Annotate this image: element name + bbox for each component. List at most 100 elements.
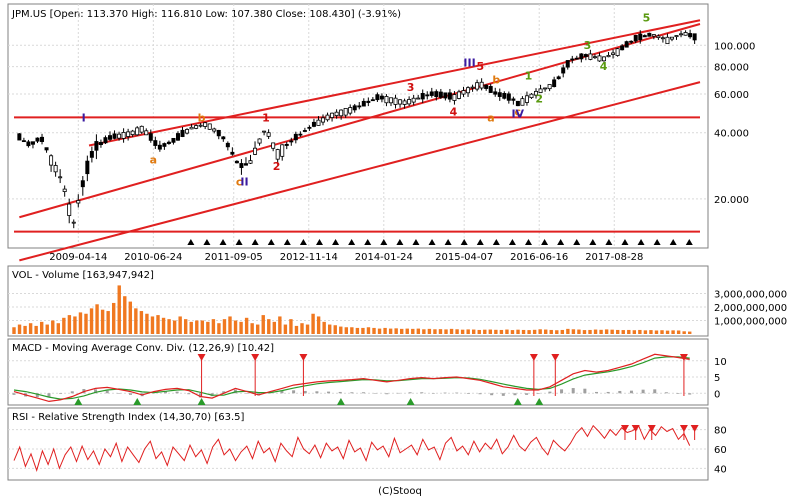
candle-body [493, 91, 498, 95]
wave-label: a [487, 111, 494, 124]
volume-bar [544, 329, 548, 334]
marker-triangle [203, 239, 211, 245]
candle-body [144, 130, 149, 136]
candle-body [234, 160, 239, 164]
macd-hist-bar [513, 393, 517, 396]
volume-bars [12, 285, 692, 334]
candle-body [669, 36, 674, 40]
macd-title: MACD - Moving Average Conv. Div. (12,26,… [12, 343, 274, 354]
marker-triangle [605, 239, 613, 245]
candle-body [597, 55, 602, 62]
volume-panel: VOL - Volume [163,947,942] 1,000,000,000… [7, 265, 787, 337]
volume-bar [510, 330, 515, 334]
candle-body [266, 132, 271, 137]
volume-bar [189, 321, 193, 334]
wave-label: III [463, 57, 475, 70]
candle-body [470, 86, 475, 89]
macd-y-tick: 0 [714, 389, 720, 400]
volume-bar [211, 319, 216, 334]
sell-signal-marker [529, 354, 538, 361]
marker-triangle [573, 239, 581, 245]
volume-bar [178, 316, 182, 334]
candle-body [321, 117, 326, 123]
macd-hist-bar [385, 393, 389, 395]
candle-body [438, 91, 443, 98]
candle-body [651, 34, 656, 37]
volume-bar [139, 311, 144, 334]
x-tick-label: 2011-09-05 [205, 252, 263, 263]
volume-bar [89, 308, 94, 334]
volume-bar [123, 296, 127, 334]
volume-bar [117, 285, 121, 334]
marker-triangle [364, 239, 372, 245]
candle-body [67, 203, 72, 216]
macd-hist-bar [653, 389, 657, 394]
macd-hist-bar [117, 393, 121, 394]
macd-hist-bar [129, 393, 133, 395]
candle-body [679, 33, 684, 36]
volume-bar [627, 329, 631, 334]
candle-body [330, 112, 335, 118]
candle-body [334, 111, 339, 116]
candle-body [307, 126, 312, 129]
rsi-y-tick: 40 [714, 464, 727, 475]
buy-signal-marker [406, 398, 415, 405]
macd-hist-bar [583, 388, 587, 394]
marker-triangle [541, 239, 549, 245]
candle-body [243, 163, 248, 166]
x-tick-label: 2012-11-14 [280, 252, 338, 263]
volume-y-tick: 2,000,000,000 [714, 303, 787, 314]
macd-hist-bar [327, 391, 331, 394]
candle-body [574, 57, 579, 60]
buy-signal-marker [513, 398, 522, 405]
macd-hist-bar [420, 392, 424, 394]
volume-bar [206, 321, 210, 334]
rsi-title: RSI - Relative Strength Index (14,30,70)… [12, 412, 245, 423]
candle-body [447, 92, 452, 100]
candle-body [40, 136, 45, 142]
marker-triangle [460, 239, 468, 245]
volume-bar [599, 329, 603, 334]
macd-hist-bar [175, 391, 179, 394]
volume-bar [255, 324, 260, 334]
wave-label: IV [511, 107, 524, 120]
wave-label: II [240, 176, 248, 189]
candle-body [271, 142, 276, 149]
candle-body [139, 125, 144, 133]
volume-bar [549, 329, 553, 334]
candle-body [175, 133, 180, 141]
candle-body [402, 100, 407, 105]
volume-bar [499, 329, 504, 334]
macd-hist-bar [338, 391, 342, 394]
candle-body [588, 53, 593, 60]
macd-signal-line [13, 356, 690, 400]
date-axis: 2009-04-14 2010-06-24 2011-09-05 2012-11-14… [49, 252, 643, 263]
candle-body [162, 143, 167, 147]
price-y-tick: 40.000 [714, 129, 749, 140]
wave-label: 4 [600, 60, 608, 73]
wave-label: a [150, 153, 157, 166]
candle-body [388, 97, 393, 104]
wave-label: I [82, 111, 86, 124]
candle-body [284, 143, 289, 146]
marker-triangle [267, 239, 275, 245]
rsi-line-path [13, 424, 691, 472]
candle-body [103, 137, 108, 144]
volume-bar [51, 320, 55, 334]
wave-label: 5 [643, 12, 651, 25]
candle-body [348, 107, 353, 114]
candle-body [411, 97, 416, 103]
candle-body [189, 126, 194, 130]
marker-triangle [685, 239, 693, 245]
macd-hist-bar [501, 393, 505, 396]
marker-triangle [653, 239, 661, 245]
macd-hist-bar [629, 390, 633, 394]
candle-body [515, 100, 520, 107]
volume-bar [682, 331, 686, 334]
trend-line [88, 19, 701, 147]
candle-body [624, 41, 629, 48]
volume-bar [588, 329, 592, 334]
price-candles [17, 29, 697, 229]
candle-body [384, 96, 389, 104]
volume-bar [394, 328, 398, 334]
